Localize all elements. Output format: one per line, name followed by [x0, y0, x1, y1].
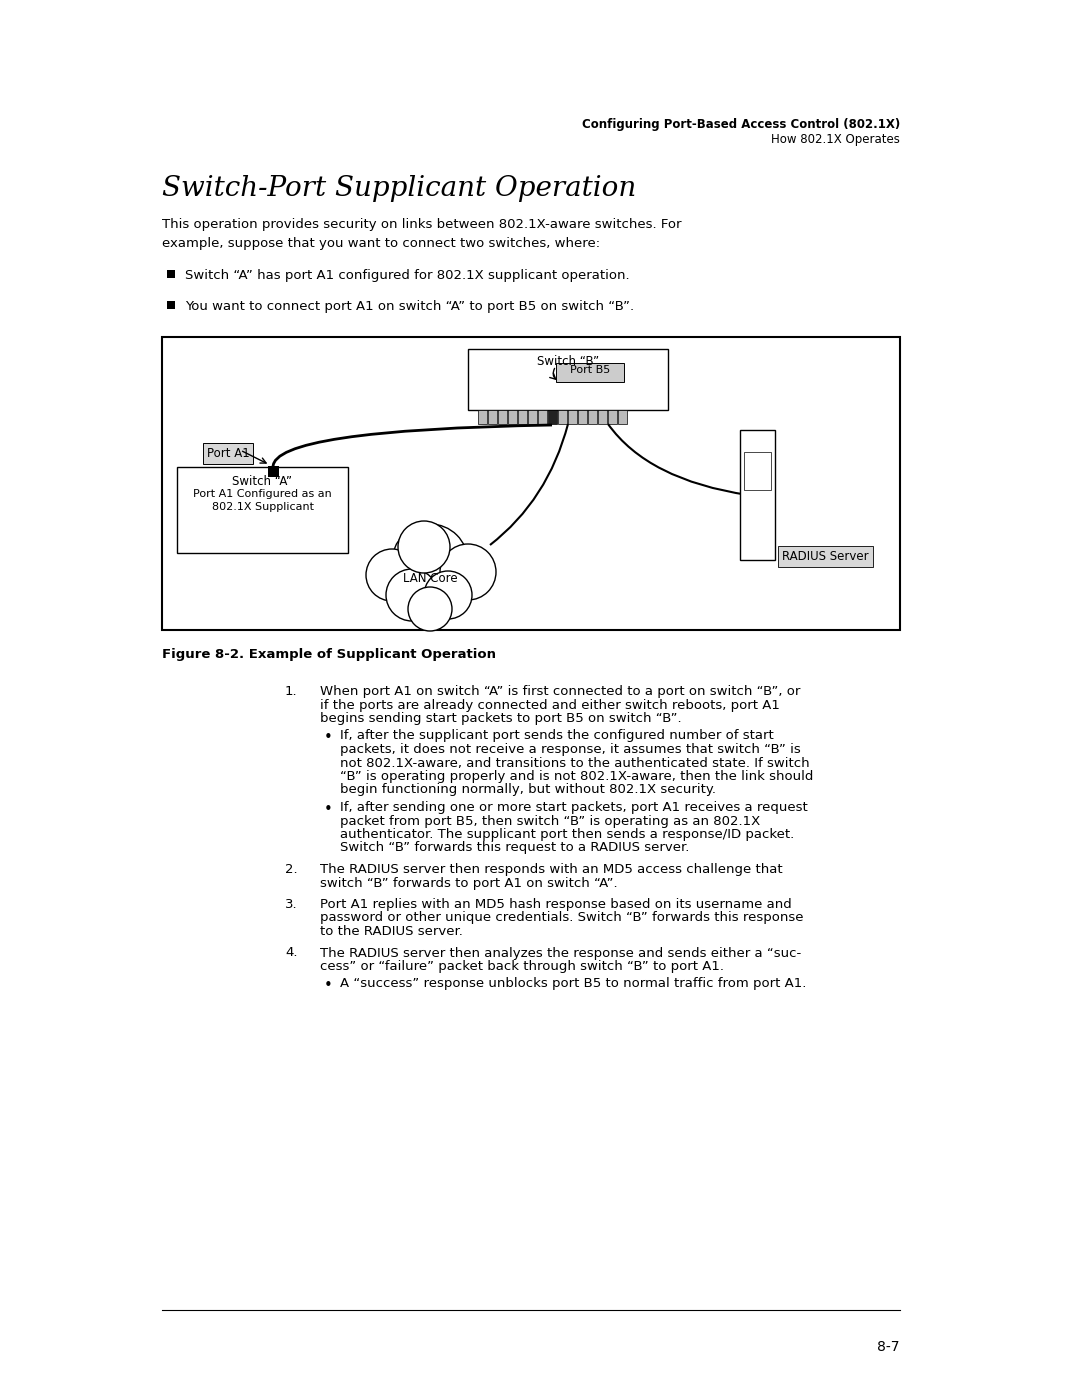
Text: LAN Core: LAN Core: [403, 573, 457, 585]
Text: Switch “B” forwards this request to a RADIUS server.: Switch “B” forwards this request to a RA…: [340, 841, 689, 855]
Bar: [498, 409, 507, 425]
Text: The RADIUS server then analyzes the response and sends either a “suc-: The RADIUS server then analyzes the resp…: [320, 947, 801, 960]
Text: How 802.1X Operates: How 802.1X Operates: [771, 133, 900, 147]
Bar: [177, 467, 348, 553]
Circle shape: [392, 524, 468, 599]
Circle shape: [366, 549, 418, 601]
Text: if the ports are already connected and either switch reboots, port A1: if the ports are already connected and e…: [320, 698, 780, 711]
Bar: [568, 409, 577, 425]
Text: •: •: [324, 802, 333, 817]
Circle shape: [408, 587, 453, 631]
Bar: [162, 337, 900, 630]
Text: 2.: 2.: [285, 863, 298, 876]
Bar: [588, 409, 597, 425]
Text: begin functioning normally, but without 802.1X security.: begin functioning normally, but without …: [340, 784, 716, 796]
Text: 8-7: 8-7: [877, 1340, 900, 1354]
Text: packet from port B5, then switch “B” is operating as an 802.1X: packet from port B5, then switch “B” is …: [340, 814, 760, 827]
Text: to the RADIUS server.: to the RADIUS server.: [320, 925, 463, 937]
Bar: [468, 349, 669, 409]
Bar: [598, 409, 607, 425]
Circle shape: [424, 571, 472, 619]
Bar: [518, 409, 527, 425]
Bar: [478, 409, 487, 425]
Text: A “success” response unblocks port B5 to normal traffic from port A1.: A “success” response unblocks port B5 to…: [340, 978, 807, 990]
Bar: [578, 409, 588, 425]
Text: Figure 8-2. Example of Supplicant Operation: Figure 8-2. Example of Supplicant Operat…: [162, 648, 496, 661]
Text: You want to connect port A1 on switch “A” to port B5 on switch “B”.: You want to connect port A1 on switch “A…: [185, 300, 634, 313]
Bar: [548, 409, 557, 425]
Text: Switch “A” has port A1 configured for 802.1X supplicant operation.: Switch “A” has port A1 configured for 80…: [185, 270, 630, 282]
Text: Port A1 Configured as an: Port A1 Configured as an: [193, 489, 332, 499]
Bar: [268, 467, 279, 476]
Text: “B” is operating properly and is not 802.1X-aware, then the link should: “B” is operating properly and is not 802…: [340, 770, 813, 782]
Bar: [744, 453, 771, 490]
Text: •: •: [324, 731, 333, 746]
Text: switch “B” forwards to port A1 on switch “A”.: switch “B” forwards to port A1 on switch…: [320, 876, 618, 890]
Bar: [167, 300, 175, 309]
Bar: [538, 409, 546, 425]
Bar: [618, 409, 627, 425]
Text: 3.: 3.: [285, 898, 298, 911]
Circle shape: [440, 543, 496, 599]
Bar: [167, 270, 175, 278]
Text: cess” or “failure” packet back through switch “B” to port A1.: cess” or “failure” packet back through s…: [320, 960, 724, 972]
Text: When port A1 on switch “A” is first connected to a port on switch “B”, or: When port A1 on switch “A” is first conn…: [320, 685, 800, 698]
Text: Port B5: Port B5: [570, 365, 610, 374]
Circle shape: [386, 569, 438, 622]
Text: authenticator. The supplicant port then sends a response/ID packet.: authenticator. The supplicant port then …: [340, 828, 794, 841]
Bar: [608, 409, 617, 425]
Text: not 802.1X-aware, and transitions to the authenticated state. If switch: not 802.1X-aware, and transitions to the…: [340, 757, 810, 770]
Text: Switch “B”: Switch “B”: [537, 355, 599, 367]
Bar: [528, 409, 537, 425]
Text: password or other unique credentials. Switch “B” forwards this response: password or other unique credentials. Sw…: [320, 911, 804, 925]
Bar: [740, 430, 775, 560]
Text: If, after sending one or more start packets, port A1 receives a request: If, after sending one or more start pack…: [340, 800, 808, 814]
Bar: [488, 409, 497, 425]
Text: If, after the supplicant port sends the configured number of start: If, after the supplicant port sends the …: [340, 729, 773, 742]
Text: •: •: [324, 978, 333, 993]
Circle shape: [399, 521, 450, 573]
Text: packets, it does not receive a response, it assumes that switch “B” is: packets, it does not receive a response,…: [340, 743, 800, 756]
Text: begins sending start packets to port B5 on switch “B”.: begins sending start packets to port B5 …: [320, 712, 681, 725]
Text: 802.1X Supplicant: 802.1X Supplicant: [212, 502, 313, 511]
Text: Port A1: Port A1: [207, 447, 249, 460]
Text: Switch-Port Supplicant Operation: Switch-Port Supplicant Operation: [162, 175, 636, 203]
Text: Configuring Port-Based Access Control (802.1X): Configuring Port-Based Access Control (8…: [582, 117, 900, 131]
Text: This operation provides security on links between 802.1X-aware switches. For
exa: This operation provides security on link…: [162, 218, 681, 250]
Text: Port A1 replies with an MD5 hash response based on its username and: Port A1 replies with an MD5 hash respons…: [320, 898, 792, 911]
Bar: [556, 363, 624, 381]
Bar: [558, 409, 567, 425]
Text: The RADIUS server then responds with an MD5 access challenge that: The RADIUS server then responds with an …: [320, 863, 783, 876]
Text: 4.: 4.: [285, 947, 297, 960]
Text: Switch “A”: Switch “A”: [232, 475, 293, 488]
Bar: [508, 409, 517, 425]
Text: RADIUS Server: RADIUS Server: [782, 550, 868, 563]
Text: 1.: 1.: [285, 685, 298, 698]
